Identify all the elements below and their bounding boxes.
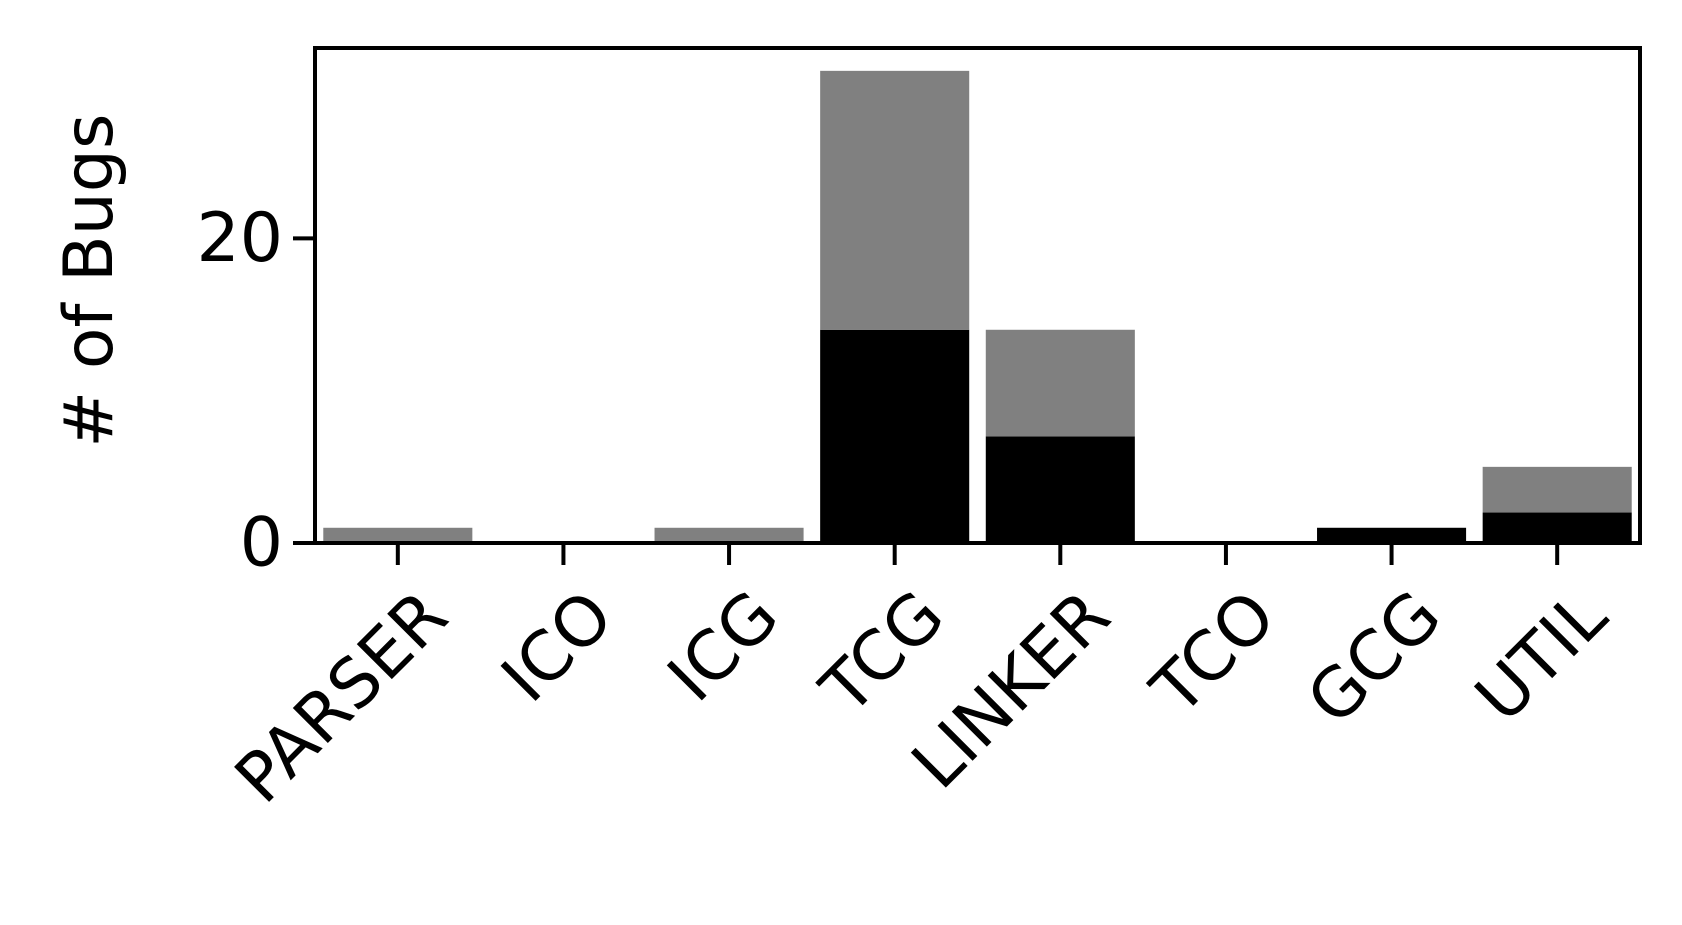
bars-group bbox=[323, 70, 1632, 543]
x-tick-label-tco: TCO bbox=[1136, 576, 1291, 731]
y-tick-label: 20 bbox=[196, 199, 283, 278]
bar-icg-series-2 bbox=[654, 527, 804, 543]
x-tick-label-gcg: GCG bbox=[1293, 576, 1457, 740]
bar-gcg-series-1 bbox=[1317, 527, 1467, 543]
x-tick-label-tcg: TCG bbox=[806, 576, 960, 730]
plot-frame bbox=[313, 46, 1642, 545]
bar-parser-series-2 bbox=[323, 527, 473, 543]
y-axis: 0 20 bbox=[196, 199, 315, 583]
bar-tcg-series-2 bbox=[820, 70, 970, 330]
bar-util-series-2 bbox=[1482, 466, 1632, 513]
x-tick-label-util: UTIL bbox=[1461, 576, 1622, 737]
y-axis-label: # of Bugs bbox=[50, 114, 129, 448]
bar-linker-series-1 bbox=[985, 436, 1135, 543]
y-tick-label: 0 bbox=[240, 504, 283, 583]
x-tick-label-ico: ICO bbox=[487, 576, 628, 717]
x-tick-label-icg: ICG bbox=[653, 576, 794, 717]
bar-tcg-series-1 bbox=[820, 329, 970, 543]
x-tick-label-parser: PARSER bbox=[220, 576, 462, 818]
bar-util-series-1 bbox=[1482, 512, 1632, 543]
bar-linker-series-2 bbox=[985, 329, 1135, 437]
